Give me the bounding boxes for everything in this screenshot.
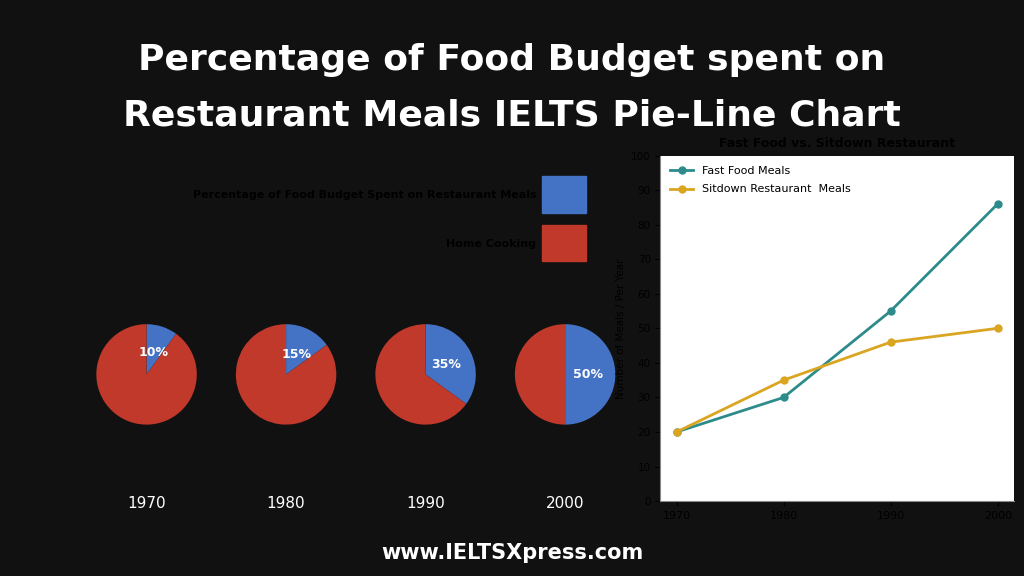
Fast Food Meals — [671, 429, 683, 435]
Wedge shape — [376, 324, 466, 425]
Wedge shape — [426, 324, 476, 404]
Sitdown Restaurant  Meals — [885, 339, 897, 346]
Sitdown Restaurant  Meals — [991, 325, 1004, 332]
Bar — [542, 176, 586, 213]
Text: 10%: 10% — [138, 346, 169, 359]
Wedge shape — [96, 324, 197, 425]
Text: Home Cooking: Home Cooking — [446, 239, 537, 249]
Sitdown Restaurant  Meals — [671, 429, 683, 435]
Text: Restaurant Meals IELTS Pie-Line Chart: Restaurant Meals IELTS Pie-Line Chart — [123, 98, 901, 132]
Text: Percentage of Food Budget spent on: Percentage of Food Budget spent on — [138, 43, 886, 78]
Bar — [542, 225, 586, 262]
Text: 1990: 1990 — [407, 497, 445, 511]
Y-axis label: Number of Meals / Per Year: Number of Meals / Per Year — [615, 258, 626, 399]
Text: www.IELTSXpress.com: www.IELTSXpress.com — [381, 543, 643, 563]
Fast Food Meals — [991, 200, 1004, 207]
Legend: Fast Food Meals, Sitdown Restaurant  Meals: Fast Food Meals, Sitdown Restaurant Meal… — [666, 161, 855, 199]
Text: 35%: 35% — [431, 358, 461, 370]
Fast Food Meals — [885, 308, 897, 314]
Title: Fast Food vs. Sitdown Restaurant: Fast Food vs. Sitdown Restaurant — [719, 137, 955, 150]
Text: 15%: 15% — [282, 348, 311, 361]
Text: 50%: 50% — [572, 368, 603, 381]
Wedge shape — [286, 324, 327, 374]
Wedge shape — [515, 324, 565, 425]
Text: 1980: 1980 — [267, 497, 305, 511]
Line: Fast Food Meals: Fast Food Meals — [673, 200, 1001, 435]
Text: 1970: 1970 — [127, 497, 166, 511]
Text: Percentage of Food Budget Spent on Restaurant Meals: Percentage of Food Budget Spent on Resta… — [193, 191, 537, 200]
Wedge shape — [146, 324, 176, 374]
Text: 2000: 2000 — [546, 497, 585, 511]
Sitdown Restaurant  Meals — [777, 377, 790, 384]
Wedge shape — [565, 324, 615, 425]
Wedge shape — [236, 324, 336, 425]
Fast Food Meals — [777, 394, 790, 401]
Line: Sitdown Restaurant  Meals: Sitdown Restaurant Meals — [673, 325, 1001, 435]
